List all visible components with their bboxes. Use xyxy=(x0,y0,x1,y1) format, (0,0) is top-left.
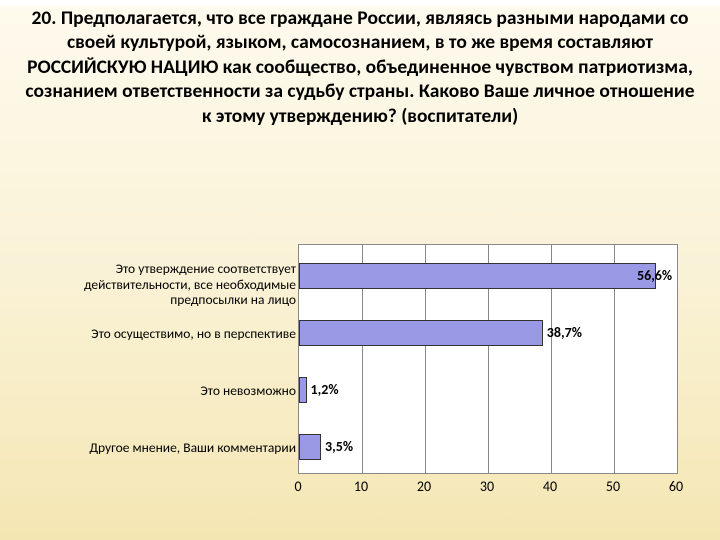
gridline xyxy=(677,245,678,473)
y-label-1: Это осуществимо, но в перспективе xyxy=(91,326,296,342)
x-tick-label: 10 xyxy=(354,478,368,495)
bar xyxy=(299,377,307,403)
slide: 20. Предполагается, что все граждане Рос… xyxy=(0,6,720,540)
y-label-2: Это невозможно xyxy=(200,383,296,399)
bar-value-label: 56,6% xyxy=(637,267,672,284)
x-tick-label: 20 xyxy=(417,478,431,495)
y-label-3: Другое мнение, Ваши комментарии xyxy=(89,440,296,456)
bar-value-label: 1,2% xyxy=(311,381,339,398)
x-tick-label: 50 xyxy=(606,478,620,495)
bar-value-label: 38,7% xyxy=(547,324,582,341)
y-label-0: Это утверждение соответствует действител… xyxy=(6,261,296,308)
x-tick-label: 30 xyxy=(480,478,494,495)
bar xyxy=(299,434,321,460)
bar xyxy=(299,320,543,346)
plot-area: 56,6% 38,7% 1,2% 3,5% xyxy=(298,244,678,474)
x-tick-label: 0 xyxy=(294,478,301,495)
bar-chart: Это утверждение соответствует действител… xyxy=(0,244,720,504)
y-axis-labels: Это утверждение соответствует действител… xyxy=(6,244,296,474)
slide-title: 20. Предполагается, что все граждане Рос… xyxy=(20,6,700,128)
x-tick-label: 60 xyxy=(669,478,683,495)
bar xyxy=(299,263,656,289)
x-tick-label: 40 xyxy=(543,478,557,495)
x-axis-ticks: 0102030405060 xyxy=(298,476,678,498)
bar-value-label: 3,5% xyxy=(325,438,353,455)
